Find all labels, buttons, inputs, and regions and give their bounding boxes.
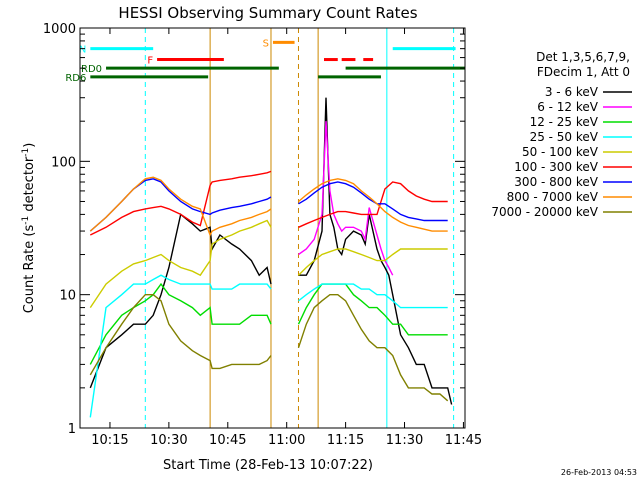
series-line-3-6-kev-1 (298, 97, 453, 405)
series-line-50-100-kev-1 (298, 248, 448, 276)
series-line-100-300-kev-1 (298, 181, 448, 228)
flag-label-f: F (147, 56, 153, 67)
series-line-3-6-kev-0 (89, 213, 272, 389)
series-line-100-300-kev-0 (89, 170, 272, 236)
x-tick-label: 11:45 (445, 433, 482, 448)
series-line-12-25-kev-0 (89, 282, 272, 365)
y-tick-label: 1 (68, 422, 76, 437)
legend-entry-label: 300 - 800 keV (514, 175, 598, 189)
x-tick-label: 11:00 (268, 433, 305, 448)
legend-entry-label: 3 - 6 keV (545, 85, 599, 99)
series-line-25-50-kev-1 (298, 283, 448, 309)
legend-entry-label: 800 - 7000 keV (507, 190, 599, 204)
y-tick-label: 100 (51, 155, 76, 170)
series-line-7000-20000-kev-1 (297, 294, 449, 402)
flag-label-rd6: RD6 (65, 73, 86, 84)
x-tick-label: 10:45 (209, 433, 246, 448)
flag-label-n: N (79, 45, 86, 56)
flag-label-s: S (263, 38, 269, 49)
legend: Det 1,3,5,6,7,9, FDecim 1, Att 0 3 - 6 k… (491, 50, 632, 219)
series-line-800-7000-kev-0 (89, 176, 272, 237)
legend-entry-label: 50 - 100 keV (522, 145, 599, 159)
legend-entry-label: 6 - 12 keV (537, 100, 599, 114)
y-axis-label-group: Count Rate (s-1 detector-1) (21, 143, 37, 314)
y-axis-label: Count Rate (s-1 detector-1) (21, 143, 37, 314)
legend-entry-label: 7000 - 20000 keV (491, 205, 598, 219)
y-axis-label-sup2: -1 (21, 148, 31, 157)
series-line-6-12-kev-1 (298, 121, 394, 276)
x-tick-label: 11:15 (327, 433, 364, 448)
series-line-7000-20000-kev-0 (89, 294, 272, 376)
legend-entry-label: 100 - 300 keV (514, 160, 598, 174)
legend-entry-label: 25 - 50 keV (530, 130, 599, 144)
flag-label-rd0: RD0 (81, 64, 102, 75)
y-axis-label-part2: detector (22, 156, 37, 216)
legend-header-line-1: Det 1,3,5,6,7,9, (536, 50, 630, 64)
legend-entry-label: 12 - 25 keV (530, 115, 599, 129)
series-line-800-7000-kev-1 (298, 178, 448, 232)
x-axis-label: Start Time (28-Feb-13 10:07:22) (163, 458, 373, 473)
x-tick-label: 10:30 (150, 433, 187, 448)
y-axis-label-part3: ) (22, 143, 37, 148)
plot-frame (79, 27, 466, 429)
y-tick-label: 1000 (43, 22, 76, 37)
chart-title: HESSI Observing Summary Count Rates (118, 4, 417, 22)
series-line-25-50-kev-0 (89, 274, 272, 418)
x-tick-label: 11:30 (386, 433, 423, 448)
footer-timestamp: 26-Feb-2013 04:53 (561, 468, 637, 477)
y-axis-label-sup1: -1 (21, 216, 31, 225)
y-axis-label-part1: Count Rate (s (22, 225, 37, 314)
series-line-50-100-kev-0 (89, 219, 272, 308)
x-tick-label: 10:15 (91, 433, 128, 448)
legend-header-line-2: FDecim 1, Att 0 (537, 65, 630, 79)
series-line-300-800-kev-1 (298, 181, 448, 222)
y-tick-label: 10 (59, 289, 76, 304)
